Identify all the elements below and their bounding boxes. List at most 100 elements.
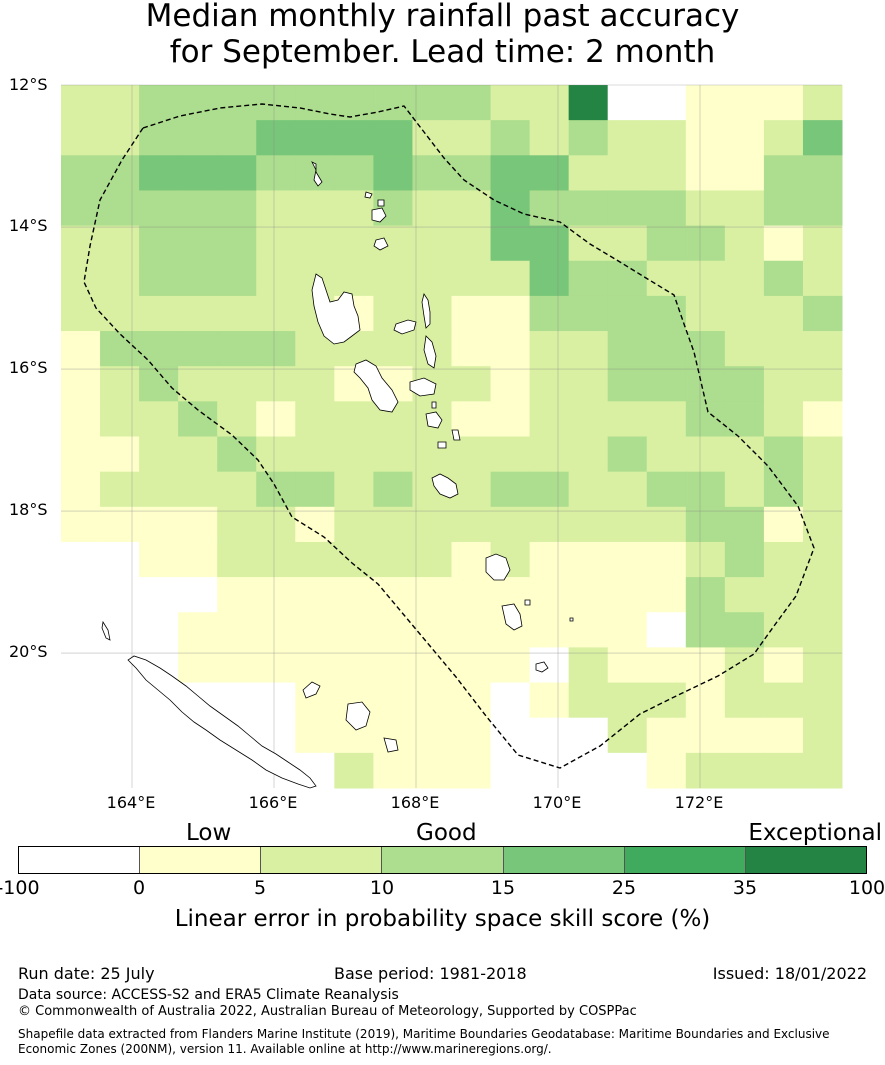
grid-cell: [217, 541, 257, 578]
grid-cell: [802, 295, 843, 332]
grid-cell: [256, 155, 296, 191]
grid-cell: [217, 155, 257, 191]
paama-island: [431, 401, 437, 409]
grid-cell: [334, 647, 374, 684]
torres-islands: [311, 161, 323, 187]
grid-cell: [100, 752, 140, 789]
grid-cell: [256, 331, 296, 367]
grid-cell: [724, 471, 765, 508]
grid-cell: [451, 471, 492, 508]
grid-cell: [100, 682, 140, 719]
grid-cell: [607, 471, 648, 508]
grid-cell: [139, 260, 179, 297]
loyalty-island-lifou: [345, 701, 371, 731]
grid-cell: [451, 752, 492, 789]
grid-cell: [217, 506, 257, 543]
grid-cell: [100, 541, 140, 578]
eez-boundary-dashed: [83, 103, 815, 769]
shapefile-credit-line-1: Shapefile data extracted from Flanders M…: [18, 1027, 830, 1041]
grid-cell: [373, 541, 413, 578]
grid-cell: [451, 506, 492, 543]
grid-cell: [217, 295, 257, 332]
grid-cell: [217, 647, 257, 684]
grid-cell: [256, 682, 296, 719]
colorbar-tick: 0: [132, 877, 146, 899]
grid-cell: [724, 612, 765, 648]
grid-cell: [256, 577, 296, 613]
grid-cell: [256, 647, 296, 684]
grid-cell: [61, 506, 101, 543]
grid-cell: [490, 260, 531, 297]
grid-cell: [763, 85, 804, 121]
grid-cell: [295, 120, 335, 156]
grid-cell: [724, 225, 765, 262]
grid-cell: [802, 331, 843, 367]
grid-cell: [763, 612, 804, 648]
grid-cell: [685, 717, 726, 754]
grid-cell: [61, 471, 101, 508]
colorbar-tick: 25: [611, 877, 637, 899]
grid-cell: [802, 506, 843, 543]
grid-cell: [256, 401, 296, 437]
grid-cell: [568, 85, 609, 121]
lat-label-16s: 16°S: [9, 358, 48, 377]
grid-cell: [178, 295, 218, 332]
grid-cell: [607, 506, 648, 543]
colorbar-segment-5: [503, 847, 625, 873]
grid-cell: [295, 506, 335, 543]
grid-cell: [334, 506, 374, 543]
grid-cell: [295, 717, 335, 754]
grid-cell: [646, 85, 687, 121]
grid-cell: [685, 295, 726, 332]
grid-cell: [568, 647, 609, 684]
grid-cell: [529, 260, 570, 297]
grid-cell: [646, 401, 687, 437]
grid-cell: [139, 295, 179, 332]
colorbar: [18, 846, 867, 874]
issued-date: Issued: 18/01/2022: [712, 964, 867, 983]
grid-cell: [685, 401, 726, 437]
grid-cell: [334, 155, 374, 191]
grid-cell: [763, 401, 804, 437]
grid-cell: [61, 541, 101, 578]
grid-cell: [646, 612, 687, 648]
grid-cell: [139, 401, 179, 437]
grid-cell: [802, 120, 843, 156]
grid-cell: [217, 612, 257, 648]
grid-cell: [334, 471, 374, 508]
grid-cell: [139, 155, 179, 191]
run-date: Run date: 25 July: [18, 964, 155, 983]
grid-cell: [61, 752, 101, 789]
grid-cell: [490, 366, 531, 402]
grid-cell: [763, 155, 804, 191]
grid-cell: [763, 366, 804, 402]
grid-cell: [256, 366, 296, 402]
grid-cell: [178, 331, 218, 367]
aneityum-island: [535, 661, 549, 673]
grid-cell: [178, 260, 218, 297]
grid-cell: [412, 295, 452, 332]
grid-cell: [646, 295, 687, 332]
grid-cell: [139, 541, 179, 578]
lat-label-14s: 14°S: [9, 216, 48, 235]
grid-cell: [763, 120, 804, 156]
lat-label-18s: 18°S: [9, 500, 48, 519]
grid-cell: [451, 541, 492, 578]
grid-cell: [100, 120, 140, 156]
grid-cell: [685, 260, 726, 297]
grid-cell: [529, 612, 570, 648]
grid-cell: [139, 506, 179, 543]
grid-cell: [373, 647, 413, 684]
grid-cell: [412, 85, 452, 121]
grid-cell: [412, 155, 452, 191]
grid-cell: [802, 401, 843, 437]
ambae-island: [393, 319, 417, 335]
new-caledonia-outline: [127, 655, 317, 789]
grid-cell: [217, 577, 257, 613]
grid-cell: [607, 225, 648, 262]
grid-cell: [178, 401, 218, 437]
grid-cell: [646, 471, 687, 508]
grid-cell: [256, 190, 296, 227]
colorbar-segment-1: [19, 847, 141, 873]
lat-label-12s: 12°S: [9, 75, 48, 94]
